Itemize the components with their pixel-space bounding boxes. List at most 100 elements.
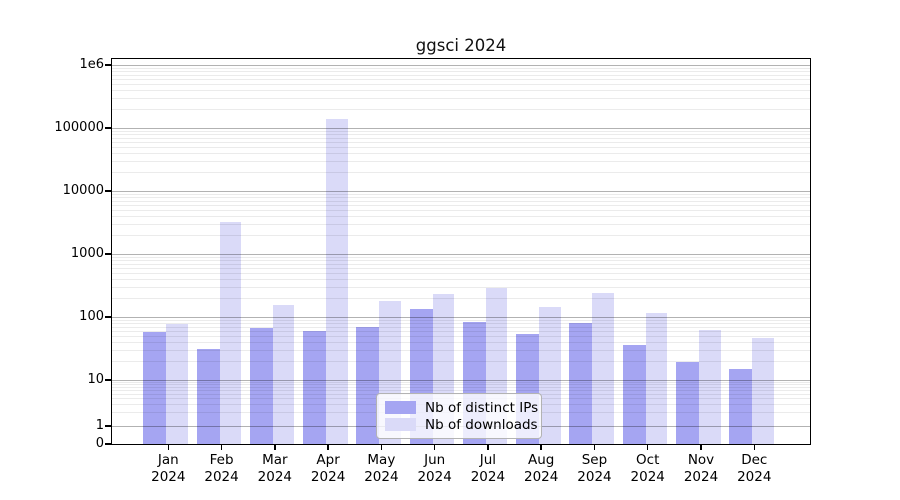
- legend-item-downloads: Nb of downloads: [385, 417, 538, 433]
- bar-downloads-jan: [166, 323, 188, 444]
- gridline-minor-6000: [112, 204, 810, 206]
- gridline-minor-5000: [112, 209, 810, 211]
- gridline-minor-600: [112, 267, 810, 269]
- x-tick-label-jul: Jul 2024: [456, 452, 520, 485]
- x-tick-mark-dec: [753, 444, 756, 450]
- bar-downloads-aug: [539, 306, 561, 444]
- bar-downloads-feb: [219, 222, 242, 444]
- gridline-minor-400000: [112, 90, 810, 92]
- gridline-minor-300: [112, 286, 810, 288]
- gridline-minor-8000: [112, 197, 810, 199]
- y-tick-label-10: 10: [87, 371, 104, 387]
- bar-distinct-ips-nov: [676, 362, 699, 444]
- x-tick-mark-nov: [700, 444, 702, 450]
- gridline-minor-70: [112, 326, 810, 328]
- gridline-minor-400: [112, 279, 810, 281]
- x-tick-label-sep: Sep 2024: [562, 452, 626, 485]
- gridline-minor-50000: [112, 146, 810, 148]
- bar-distinct-ips-jan: [143, 331, 167, 444]
- gridline-major-100: [112, 317, 810, 318]
- y-tick-label-10000: 10000: [62, 182, 104, 198]
- gridline-minor-6: [112, 390, 810, 392]
- legend-swatch-downloads: [385, 418, 416, 431]
- gridline-minor-800000: [112, 71, 810, 73]
- x-tick-year: 2024: [364, 468, 399, 485]
- bar-distinct-ips-sep: [569, 323, 593, 444]
- gridline-major-100000: [112, 128, 810, 129]
- x-tick-year: 2024: [310, 468, 346, 485]
- bar-distinct-ips-oct: [622, 344, 646, 444]
- gridline-minor-9000: [112, 193, 810, 195]
- x-tick-year: 2024: [683, 468, 719, 485]
- x-tick-mark-apr: [327, 444, 329, 450]
- gridline-minor-9: [112, 382, 810, 384]
- gridline-minor-80: [112, 323, 810, 325]
- x-tick-month: May: [367, 452, 396, 468]
- x-tick-label-mar: Mar 2024: [243, 452, 307, 485]
- gridline-minor-8: [112, 384, 810, 386]
- gridline-minor-90: [112, 319, 810, 321]
- bar-downloads-mar: [272, 305, 295, 444]
- y-tick-label-0: 0: [95, 435, 104, 451]
- x-tick-year: 2024: [524, 468, 559, 485]
- gridline-minor-500000: [112, 83, 810, 85]
- x-tick-mark-jun: [433, 444, 436, 450]
- gridline-minor-70000: [112, 137, 810, 139]
- x-tick-month: Sep: [581, 452, 608, 468]
- x-tick-month: Dec: [741, 452, 768, 468]
- x-tick-month: Mar: [262, 452, 288, 468]
- gridline-minor-30: [112, 349, 810, 351]
- x-tick-label-nov: Nov 2024: [669, 452, 733, 485]
- x-tick-year: 2024: [470, 468, 506, 485]
- x-tick-label-jun: Jun 2024: [403, 452, 467, 485]
- x-tick-mark-aug: [540, 444, 542, 450]
- gridline-minor-20: [112, 361, 810, 363]
- y-tick-label-1000: 1000: [70, 245, 104, 261]
- x-tick-month: Jun: [424, 452, 446, 468]
- y-tick-label-100: 100: [79, 308, 104, 324]
- gridline-minor-60: [112, 330, 810, 332]
- gridline-minor-80000: [112, 134, 810, 136]
- x-tick-year: 2024: [257, 468, 292, 485]
- gridline-minor-60000: [112, 141, 810, 143]
- x-tick-label-aug: Aug 2024: [509, 452, 573, 485]
- bar-distinct-ips-apr: [303, 331, 327, 444]
- gridline-minor-300000: [112, 97, 810, 99]
- gridline-major-10: [112, 380, 810, 381]
- gridline-minor-50: [112, 335, 810, 337]
- gridline-minor-40: [112, 342, 810, 344]
- x-tick-mark-may: [380, 444, 383, 450]
- x-tick-label-feb: Feb 2024: [190, 452, 254, 485]
- x-tick-mark-oct: [646, 444, 649, 450]
- gridline-minor-20000: [112, 172, 810, 174]
- x-tick-mark-jul: [487, 444, 489, 450]
- gridline-minor-600000: [112, 78, 810, 80]
- x-tick-mark-sep: [593, 444, 596, 450]
- legend-item-distinct-ips: Nb of distinct IPs: [385, 400, 538, 416]
- y-tick-label-1: 1: [95, 417, 104, 433]
- gridline-minor-200000: [112, 109, 810, 111]
- gridline-minor-800: [112, 260, 810, 262]
- x-tick-month: Oct: [636, 452, 660, 468]
- y-tick-mark-100000: [105, 127, 111, 129]
- bar-downloads-apr: [326, 118, 348, 444]
- bar-distinct-ips-feb: [196, 349, 220, 444]
- gridline-major-1000000: [112, 65, 810, 66]
- gridline-minor-30000: [112, 160, 810, 162]
- gridline-minor-4000: [112, 216, 810, 218]
- x-tick-mark-jan: [167, 444, 170, 450]
- legend-label-downloads: Nb of downloads: [425, 416, 538, 433]
- gridline-minor-40000: [112, 153, 810, 155]
- y-tick-mark-0: [105, 443, 111, 445]
- y-tick-mark-1e6: [105, 64, 111, 66]
- x-tick-label-may: May 2024: [349, 452, 413, 485]
- bar-distinct-ips-dec: [729, 368, 753, 444]
- x-tick-month: Jul: [479, 452, 497, 468]
- x-tick-month: Jan: [157, 452, 179, 468]
- x-tick-month: Nov: [687, 452, 715, 468]
- y-tick-label-1e6: 1e6: [79, 56, 104, 72]
- gridline-minor-7000: [112, 200, 810, 202]
- x-tick-label-jan: Jan 2024: [136, 452, 200, 485]
- x-tick-year: 2024: [151, 468, 186, 485]
